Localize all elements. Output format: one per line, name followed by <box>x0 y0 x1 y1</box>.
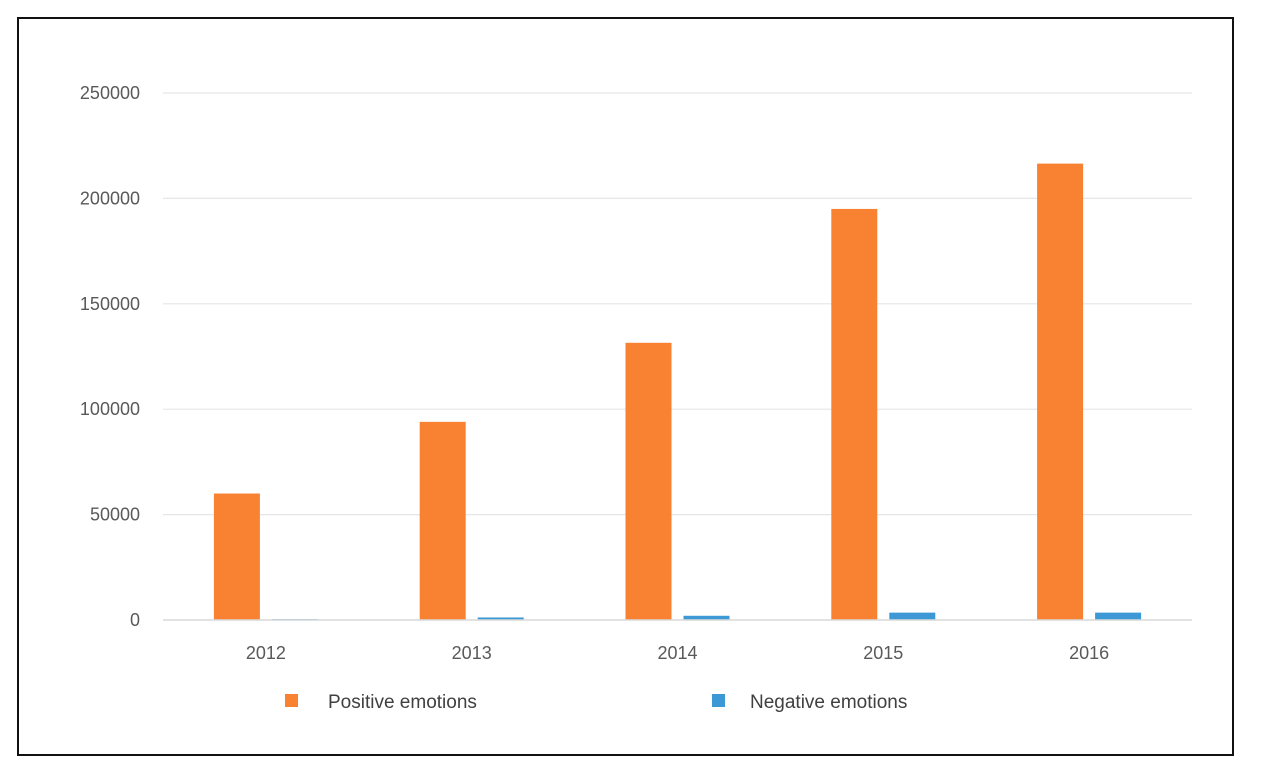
x-axis-ticks: 2012 2013 2014 2015 2016 <box>246 643 1109 663</box>
x-tick-label: 2015 <box>863 643 903 663</box>
x-tick-label: 2014 <box>657 643 697 663</box>
bar-negative-2016 <box>1095 612 1142 620</box>
x-tick-label: 2013 <box>452 643 492 663</box>
bar-positive-2015 <box>831 208 878 620</box>
y-tick-label: 50000 <box>90 505 140 525</box>
y-tick-label: 250000 <box>80 83 140 103</box>
bars <box>213 163 1142 621</box>
legend-label: Negative emotions <box>750 692 907 713</box>
y-tick-label: 200000 <box>80 188 140 208</box>
legend-label: Positive emotions <box>328 692 477 713</box>
x-tick-label: 2016 <box>1069 643 1109 663</box>
y-tick-label: 150000 <box>80 294 140 314</box>
bar-positive-2012 <box>213 493 260 620</box>
y-axis-ticks: 0 50000 100000 150000 200000 250000 <box>80 83 140 630</box>
gridlines <box>163 92 1192 516</box>
x-tick-label: 2012 <box>246 643 286 663</box>
legend-swatch <box>285 694 298 707</box>
y-tick-label: 0 <box>130 610 140 630</box>
bar-positive-2014 <box>625 342 672 620</box>
bar-negative-2015 <box>889 612 936 620</box>
legend-swatch <box>712 694 725 707</box>
bar-positive-2013 <box>419 421 466 620</box>
y-tick-label: 100000 <box>80 399 140 419</box>
legend: Positive emotions Negative emotions <box>285 692 907 713</box>
bar-positive-2016 <box>1037 163 1084 621</box>
bar-negative-2013 <box>477 617 524 620</box>
bar-negative-2014 <box>683 615 730 620</box>
